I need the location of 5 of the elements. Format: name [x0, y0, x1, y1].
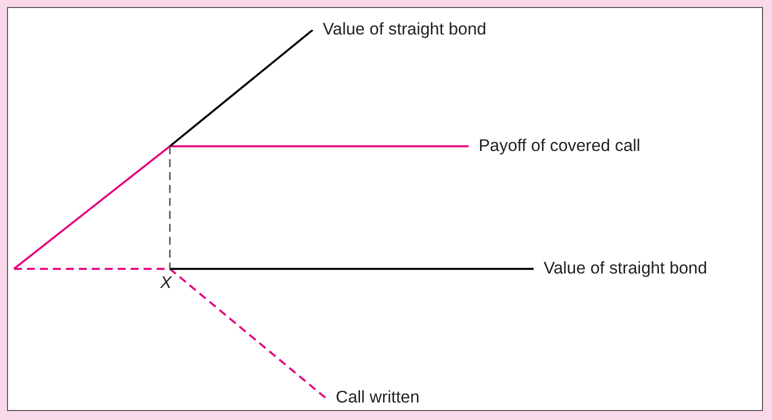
series-label: Payoff of covered call [478, 136, 640, 155]
series-label: Value of straight bond [322, 20, 486, 39]
series-label: Call written [336, 388, 420, 407]
annotation: X [159, 272, 172, 292]
series-label: Value of straight bond [544, 258, 708, 278]
